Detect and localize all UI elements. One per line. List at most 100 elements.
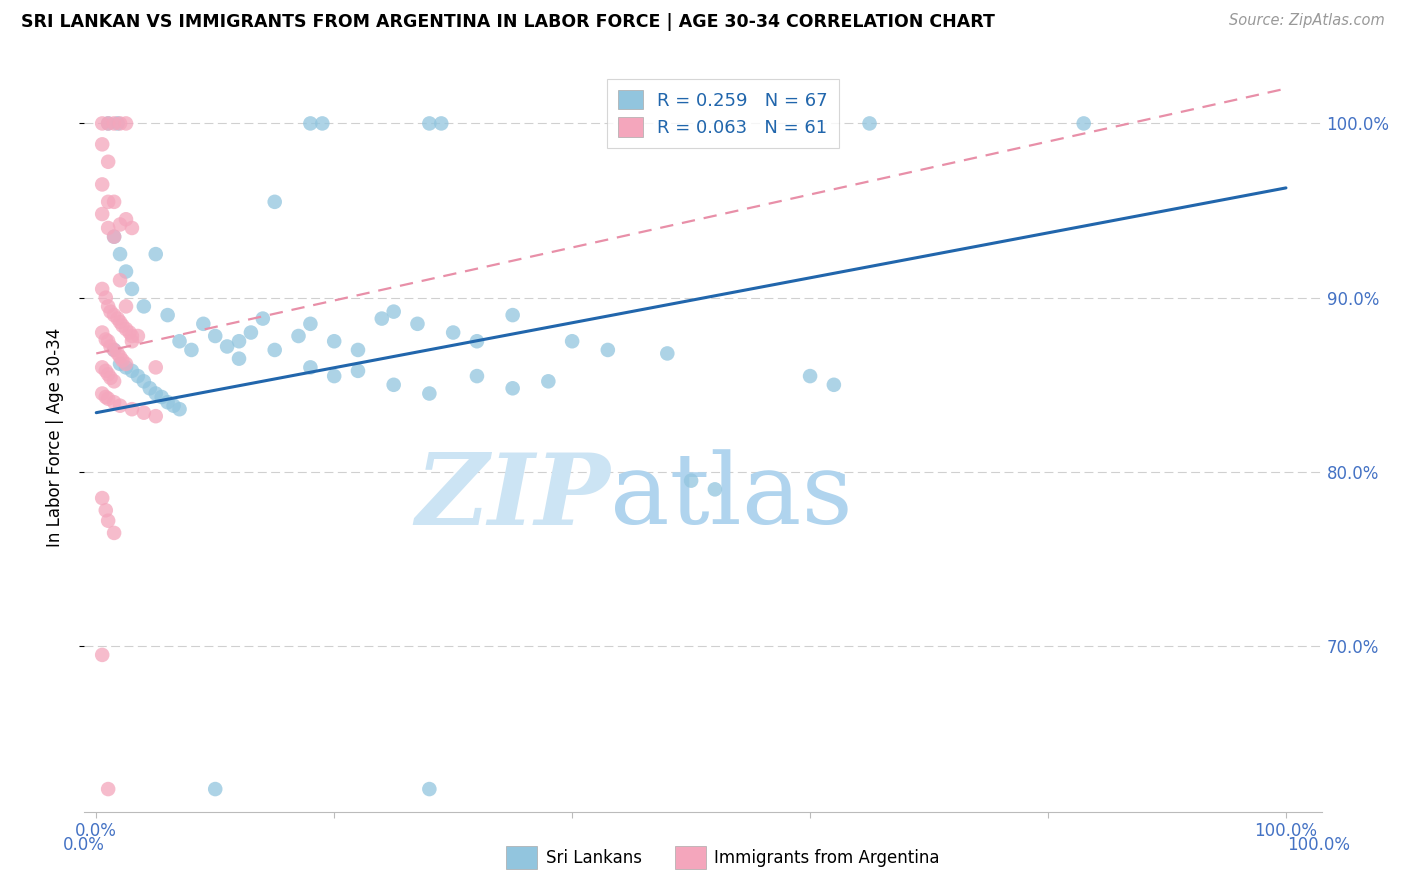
Point	[145, 386, 167, 401]
Point	[91, 386, 114, 401]
Point	[107, 346, 129, 360]
Point	[145, 409, 167, 424]
Point	[107, 116, 129, 130]
Point	[299, 317, 322, 331]
Point	[121, 364, 143, 378]
Point	[465, 369, 488, 384]
Point	[94, 364, 117, 378]
Point	[121, 282, 143, 296]
Point	[100, 304, 122, 318]
Point	[204, 782, 226, 797]
Point	[94, 503, 117, 517]
Point	[347, 343, 370, 357]
Point	[97, 368, 120, 382]
Point	[156, 308, 179, 322]
Point	[115, 357, 138, 371]
Point	[228, 334, 250, 349]
Text: 0.0%: 0.0%	[63, 836, 105, 855]
Point	[287, 329, 309, 343]
Point	[121, 334, 143, 349]
Point	[91, 116, 114, 130]
FancyBboxPatch shape	[506, 847, 537, 869]
Y-axis label: In Labor Force | Age 30-34: In Labor Force | Age 30-34	[45, 327, 63, 547]
Point	[502, 308, 524, 322]
Point	[441, 326, 464, 340]
Point	[132, 406, 155, 420]
Text: 100.0%: 100.0%	[1286, 836, 1350, 855]
Point	[103, 343, 125, 357]
Point	[217, 339, 239, 353]
Text: Immigrants from Argentina: Immigrants from Argentina	[714, 848, 939, 867]
Point	[703, 483, 725, 497]
Point	[94, 333, 117, 347]
Point	[799, 369, 821, 384]
Point	[91, 178, 114, 192]
Point	[121, 402, 143, 417]
Point	[111, 353, 134, 368]
Point	[204, 329, 226, 343]
Point	[108, 273, 131, 287]
Point	[103, 308, 125, 322]
Text: atlas: atlas	[610, 450, 853, 545]
Point	[681, 474, 703, 488]
Point	[561, 334, 583, 349]
FancyBboxPatch shape	[675, 847, 706, 869]
Point	[94, 291, 117, 305]
Point	[657, 346, 679, 360]
Point	[121, 329, 143, 343]
Point	[299, 116, 322, 130]
Point	[97, 116, 120, 130]
Point	[103, 395, 125, 409]
Point	[406, 317, 429, 331]
Point	[169, 402, 191, 417]
Point	[1073, 116, 1095, 130]
Point	[115, 264, 138, 278]
Point	[263, 343, 285, 357]
Point	[97, 194, 120, 209]
Point	[127, 369, 149, 384]
Point	[430, 116, 453, 130]
Point	[100, 339, 122, 353]
Point	[132, 374, 155, 388]
Point	[150, 390, 173, 404]
Point	[323, 334, 346, 349]
Point	[97, 116, 120, 130]
Point	[97, 299, 120, 313]
Point	[103, 229, 125, 244]
Point	[180, 343, 202, 357]
Point	[382, 377, 405, 392]
Point	[371, 311, 394, 326]
Point	[108, 357, 131, 371]
Point	[239, 326, 262, 340]
Point	[121, 221, 143, 235]
Point	[145, 360, 167, 375]
Point	[100, 371, 122, 385]
Text: Sri Lankans: Sri Lankans	[546, 848, 641, 867]
Point	[418, 386, 440, 401]
Point	[111, 318, 134, 333]
Point	[97, 221, 120, 235]
Point	[115, 299, 138, 313]
Point	[103, 194, 125, 209]
Point	[139, 381, 162, 395]
Point	[97, 392, 120, 406]
Point	[103, 343, 125, 357]
Point	[228, 351, 250, 366]
Point	[108, 315, 131, 329]
Point	[115, 212, 138, 227]
Point	[299, 360, 322, 375]
Point	[418, 782, 440, 797]
Point	[97, 782, 120, 797]
Point	[91, 326, 114, 340]
Point	[108, 218, 131, 232]
Legend: R = 0.259   N = 67, R = 0.063   N = 61: R = 0.259 N = 67, R = 0.063 N = 61	[607, 79, 839, 148]
Point	[103, 525, 125, 540]
Point	[97, 514, 120, 528]
Point	[465, 334, 488, 349]
Point	[97, 154, 120, 169]
Point	[108, 399, 131, 413]
Point	[115, 322, 138, 336]
Point	[97, 334, 120, 349]
Point	[103, 374, 125, 388]
Point	[823, 377, 845, 392]
